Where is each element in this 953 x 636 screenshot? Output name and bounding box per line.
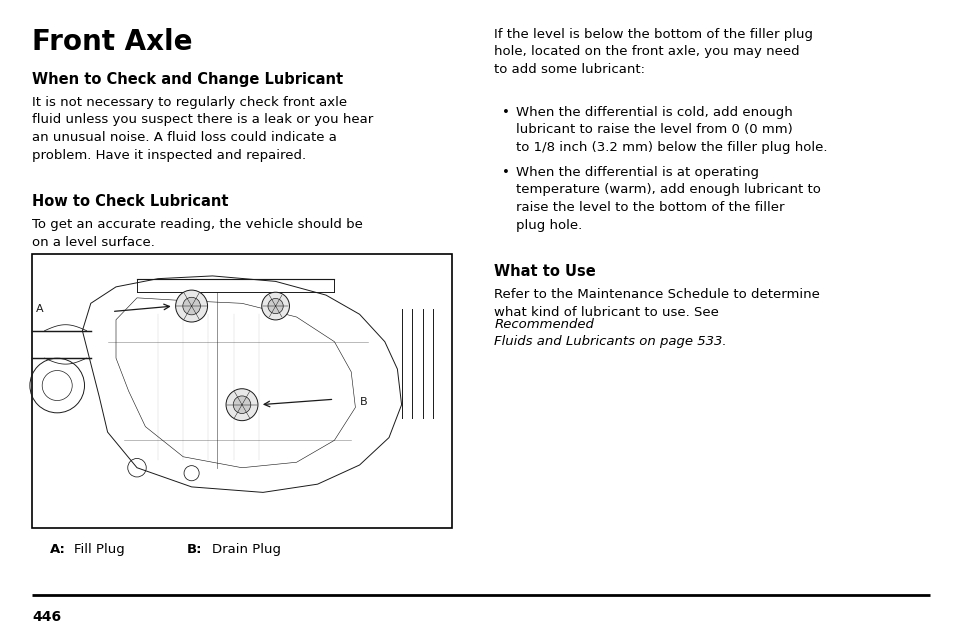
Circle shape xyxy=(268,298,283,314)
Text: It is not necessary to regularly check front axle
fluid unless you suspect there: It is not necessary to regularly check f… xyxy=(32,96,374,162)
Circle shape xyxy=(261,292,289,320)
Circle shape xyxy=(233,396,251,413)
Text: How to Check Lubricant: How to Check Lubricant xyxy=(32,194,229,209)
Text: A:: A: xyxy=(50,543,66,556)
Text: •: • xyxy=(501,106,510,119)
Text: When the differential is cold, add enough
lubricant to raise the level from 0 (0: When the differential is cold, add enoug… xyxy=(516,106,827,154)
Text: When the differential is at operating
temperature (warm), add enough lubricant t: When the differential is at operating te… xyxy=(516,166,821,232)
Text: When to Check and Change Lubricant: When to Check and Change Lubricant xyxy=(32,72,343,87)
Text: To get an accurate reading, the vehicle should be
on a level surface.: To get an accurate reading, the vehicle … xyxy=(32,218,363,249)
Text: B: B xyxy=(359,397,367,407)
Text: •: • xyxy=(501,166,510,179)
Circle shape xyxy=(183,297,200,315)
Text: Fill Plug: Fill Plug xyxy=(74,543,125,556)
Text: Refer to the Maintenance Schedule to determine
what kind of lubricant to use. Se: Refer to the Maintenance Schedule to det… xyxy=(494,288,820,319)
Text: 446: 446 xyxy=(32,610,62,624)
Text: If the level is below the bottom of the filler plug
hole, located on the front a: If the level is below the bottom of the … xyxy=(494,28,812,76)
Text: B:: B: xyxy=(187,543,202,556)
Text: Front Axle: Front Axle xyxy=(32,28,193,56)
Text: Recommended
Fluids and Lubricants on page 533.: Recommended Fluids and Lubricants on pag… xyxy=(494,318,726,349)
Text: Drain Plug: Drain Plug xyxy=(212,543,281,556)
Text: A: A xyxy=(36,304,44,314)
Text: What to Use: What to Use xyxy=(494,264,596,279)
Circle shape xyxy=(175,290,208,322)
Bar xyxy=(32,254,452,528)
Circle shape xyxy=(226,389,257,420)
